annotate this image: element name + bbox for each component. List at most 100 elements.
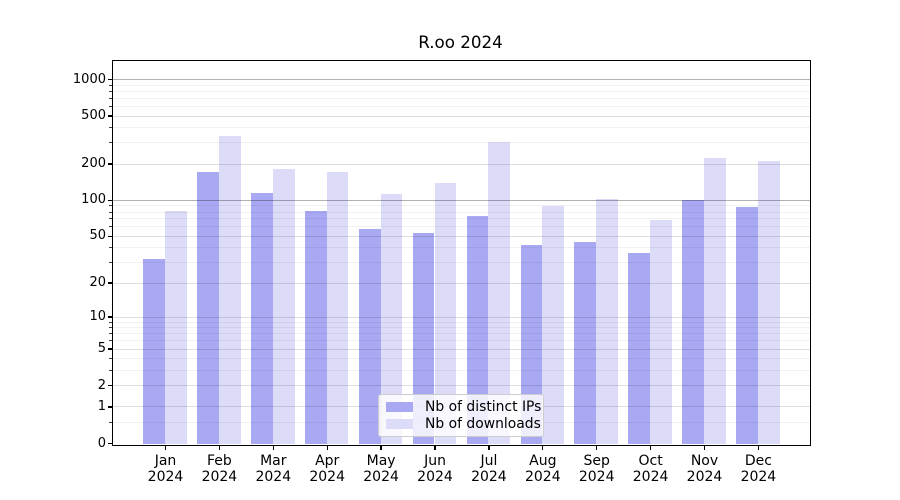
x-tick-mark-jun <box>434 445 436 450</box>
x-tick-label-sep: Sep 2024 <box>562 453 632 486</box>
x-tick-label-year: 2024 <box>578 469 615 485</box>
legend-swatch-distinct-ips <box>386 402 413 413</box>
y-minor-tick-mark-600 <box>109 105 112 107</box>
y-minor-tick-mark-9 <box>109 321 112 323</box>
gridline-40 <box>112 247 810 249</box>
y-tick-mark-100 <box>107 199 112 202</box>
y-tick-mark-50 <box>107 235 112 238</box>
bar-mar-downloads <box>272 169 295 445</box>
bar-oct-distinct-ips <box>628 252 651 445</box>
x-tick-label-year: 2024 <box>686 469 723 485</box>
y-tick-mark-200 <box>107 163 112 165</box>
x-tick-label-year: 2024 <box>255 469 292 485</box>
gridline-20 <box>112 282 810 284</box>
gridline-7 <box>112 333 810 335</box>
x-tick-mark-may <box>380 445 382 450</box>
x-tick-label-month: Feb <box>206 452 232 469</box>
x-tick-label-jun: Jun 2024 <box>400 453 470 486</box>
gridline-50 <box>112 235 810 237</box>
bar-jan-downloads <box>165 210 187 445</box>
gridline-1000 <box>112 79 810 81</box>
bar-apr-downloads <box>326 172 349 445</box>
x-tick-mark-jan <box>164 445 167 450</box>
x-tick-label-feb: Feb 2024 <box>184 453 254 486</box>
gridline-900 <box>112 84 810 86</box>
gridline-3 <box>112 369 810 371</box>
gridline-10 <box>112 316 810 318</box>
x-tick-mark-sep <box>596 445 598 450</box>
plot-area <box>111 59 811 446</box>
x-tick-label-month: Jan <box>154 452 177 469</box>
bar-dec-distinct-ips <box>736 206 758 445</box>
x-tick-mark-oct <box>649 445 652 450</box>
gridline-600 <box>112 105 810 107</box>
y-tick-mark-500 <box>107 115 112 117</box>
y-tick-mark-2 <box>107 384 112 387</box>
gridline-300 <box>112 142 810 144</box>
x-tick-label-month: Mar <box>260 452 287 469</box>
x-tick-label-month: Jun <box>424 452 446 469</box>
bar-jan-distinct-ips <box>143 258 165 445</box>
y-minor-tick-mark-6 <box>109 340 112 342</box>
legend: Nb of distinct IPs Nb of downloads <box>378 394 544 437</box>
y-minor-tick-mark-30 <box>109 262 112 264</box>
x-tick-label-aug: Aug 2024 <box>508 453 578 486</box>
gridline-500 <box>112 115 810 117</box>
x-tick-label-jan: Jan 2024 <box>131 453 201 486</box>
x-tick-mark-feb <box>218 445 221 450</box>
x-tick-label-nov: Nov 2024 <box>670 453 740 486</box>
y-minor-tick-mark-70 <box>109 218 112 220</box>
x-tick-label-may: May 2024 <box>346 453 416 486</box>
y-tick-mark-1000 <box>107 78 112 81</box>
y-tick-label-1: 1 <box>97 398 106 414</box>
legend-swatch-downloads <box>386 418 413 429</box>
y-tick-label-100: 100 <box>81 192 106 208</box>
y-tick-label-10: 10 <box>89 309 106 325</box>
gridline-2 <box>112 385 810 387</box>
y-tick-label-0: 0 <box>97 435 106 451</box>
y-minor-tick-mark-800 <box>109 90 112 92</box>
legend-item-distinct-ips: Nb of distinct IPs <box>386 399 541 415</box>
y-minor-tick-mark-900 <box>109 84 112 86</box>
y-minor-tick-mark-700 <box>109 97 112 99</box>
x-tick-mark-jul <box>488 445 490 450</box>
x-tick-label-month: Dec <box>744 452 772 469</box>
bar-jul-downloads <box>488 142 511 445</box>
chart-title: R.oo 2024 <box>418 32 503 52</box>
x-tick-label-month: Oct <box>638 452 663 469</box>
x-tick-label-year: 2024 <box>471 469 507 485</box>
y-minor-tick-mark-8 <box>109 327 112 329</box>
bar-aug-downloads <box>542 205 565 445</box>
bar-dec-downloads <box>757 160 780 445</box>
y-tick-label-500: 500 <box>81 108 106 123</box>
x-tick-label-year: 2024 <box>201 469 238 485</box>
y-tick-mark-10 <box>107 316 112 318</box>
x-tick-label-year: 2024 <box>632 469 669 485</box>
bar-sep-downloads <box>596 198 618 445</box>
y-minor-tick-mark-3 <box>109 369 112 371</box>
y-tick-mark-0 <box>107 442 112 445</box>
y-tick-mark-20 <box>107 282 112 284</box>
gridline-9 <box>112 321 810 323</box>
y-minor-tick-mark-90 <box>109 205 112 207</box>
bar-mar-distinct-ips <box>251 192 273 445</box>
bar-jul-distinct-ips <box>466 215 489 445</box>
x-tick-mark-dec <box>757 445 760 450</box>
x-tick-mark-nov <box>703 445 706 450</box>
x-tick-label-oct: Oct 2024 <box>616 453 686 486</box>
x-tick-mark-apr <box>326 445 328 450</box>
y-minor-tick-mark-7 <box>109 333 112 335</box>
x-tick-label-month: Sep <box>583 452 610 469</box>
gridline-800 <box>112 90 810 92</box>
bar-nov-downloads <box>704 158 726 445</box>
gridline-60 <box>112 226 810 228</box>
legend-label-downloads: Nb of downloads <box>425 415 541 432</box>
bar-feb-distinct-ips <box>197 172 219 445</box>
x-tick-label-year: 2024 <box>363 469 399 485</box>
y-minor-tick-mark-60 <box>109 226 112 228</box>
x-tick-label-year: 2024 <box>740 469 777 485</box>
y-tick-label-200: 200 <box>81 156 106 172</box>
bar-may-distinct-ips <box>358 229 381 445</box>
y-minor-tick-mark-80 <box>109 211 112 213</box>
